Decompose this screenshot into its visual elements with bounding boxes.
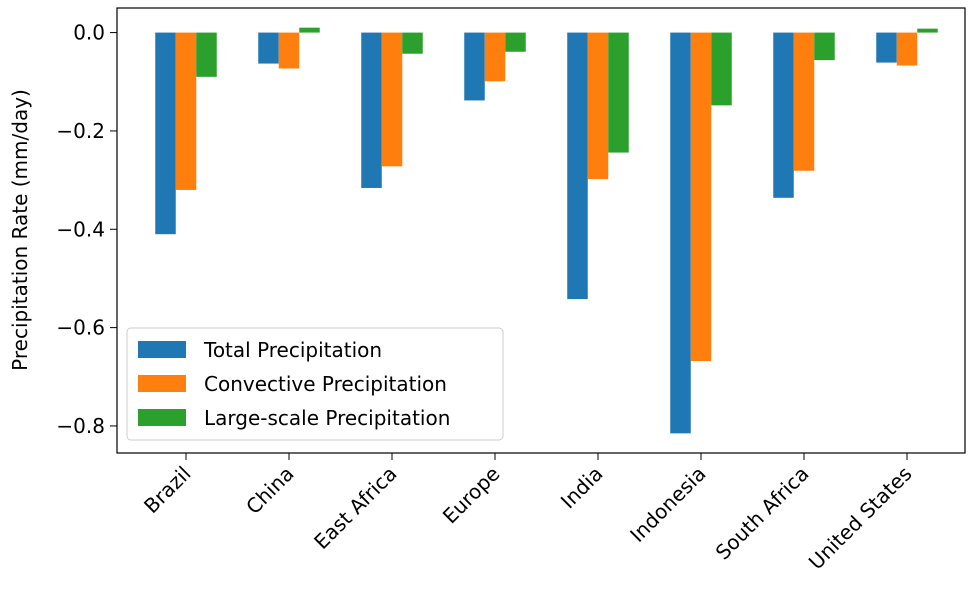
bar-europe-series-2	[484, 32, 506, 82]
y-tick-label: −0.2	[56, 119, 105, 143]
x-tick-label: East Africa	[309, 462, 401, 554]
bar-indonesia-series-3	[711, 32, 732, 106]
legend-box	[126, 327, 504, 441]
bar-brazil-series-2	[175, 32, 197, 190]
y-tick-label: −0.6	[56, 316, 105, 340]
bar-china-series-2	[278, 32, 300, 69]
legend-label: Convective Precipitation	[204, 372, 447, 396]
bar-brazil-series-1	[155, 32, 176, 235]
bar-india-series-2	[587, 32, 609, 180]
bar-south-africa-series-2	[793, 32, 815, 171]
bar-india-series-3	[608, 32, 629, 153]
x-tick-label: Brazil	[139, 462, 195, 518]
bar-europe-series-1	[464, 32, 485, 101]
x-tick-label: Indonesia	[625, 462, 710, 547]
bar-brazil-series-3	[196, 32, 217, 77]
y-tick-label: −0.4	[56, 217, 105, 241]
bars-group	[155, 27, 938, 434]
bar-indonesia-series-2	[690, 32, 712, 362]
x-tick-label: United States	[804, 462, 917, 575]
bar-east-africa-series-1	[361, 32, 382, 188]
bar-united-states-series-3	[917, 28, 938, 33]
x-tick-label: India	[556, 462, 608, 514]
legend-label: Large-scale Precipitation	[204, 406, 450, 430]
bar-india-series-1	[567, 32, 588, 300]
legend-swatch	[138, 409, 186, 426]
y-tick-label: −0.8	[56, 414, 105, 438]
x-tick-label: China	[241, 462, 298, 519]
bar-united-states-series-2	[896, 32, 918, 66]
bar-east-africa-series-3	[402, 32, 423, 54]
legend-label: Total Precipitation	[203, 338, 382, 362]
legend-swatch	[138, 375, 186, 392]
x-tick-label: Europe	[438, 462, 505, 529]
bar-indonesia-series-1	[670, 32, 691, 434]
bar-europe-series-3	[505, 32, 526, 52]
legend-swatch	[138, 341, 186, 358]
bar-south-africa-series-1	[773, 32, 794, 198]
y-axis-label: Precipitation Rate (mm/day)	[8, 89, 32, 371]
bar-united-states-series-1	[876, 32, 897, 63]
bar-south-africa-series-3	[814, 32, 835, 61]
bar-china-series-1	[258, 32, 279, 64]
bar-east-africa-series-2	[381, 32, 403, 167]
plot-frame	[116, 7, 966, 454]
bar-china-series-3	[299, 27, 320, 33]
y-tick-label: 0.0	[73, 21, 105, 45]
legend: Total Precipitation Convective Precipitat…	[126, 327, 504, 441]
x-tick-label: South Africa	[711, 462, 814, 565]
